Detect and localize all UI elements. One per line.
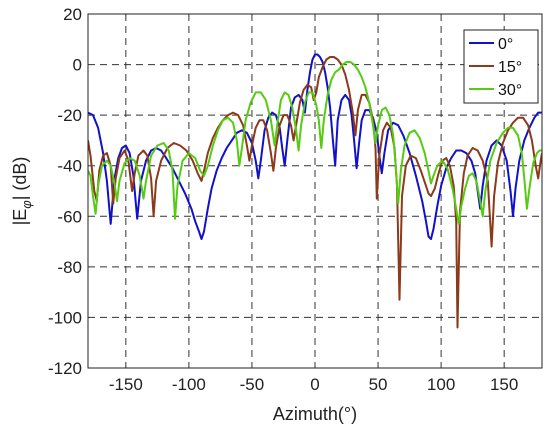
x-tick-label: 50	[369, 375, 388, 394]
legend-entry: 0°	[498, 36, 513, 53]
legend-entry: 15°	[498, 59, 522, 76]
legend: 0° 15° 30°	[463, 29, 539, 104]
y-axis-label-main: |E	[10, 209, 30, 226]
y-axis-tick-labels: 20 0 -20 -40 -60 -80 -100 -120	[48, 5, 82, 378]
y-tick-label: -80	[57, 258, 82, 277]
plot-area-border	[87, 13, 543, 369]
x-tick-label: -150	[109, 375, 143, 394]
y-tick-label: -20	[57, 106, 82, 125]
x-tick-label: -50	[240, 375, 265, 394]
legend-entry: 30°	[498, 82, 522, 99]
series-lines	[88, 53, 542, 329]
x-axis-tick-labels: -150 -100 -50 0 50 100 150	[109, 375, 519, 394]
y-tick-label: -100	[48, 308, 82, 327]
y-tick-label: 0	[73, 56, 82, 75]
series-line-2	[88, 61, 542, 225]
x-tick-label: 100	[427, 375, 455, 394]
y-tick-label: 20	[63, 5, 82, 24]
y-tick-label: -120	[48, 359, 82, 378]
y-axis-label-subscript: φ	[19, 200, 34, 209]
x-tick-label: -100	[172, 375, 206, 394]
y-tick-label: -40	[57, 157, 82, 176]
series-line-1	[88, 56, 542, 329]
x-tick-label: 150	[490, 375, 518, 394]
x-tick-label: 0	[310, 375, 319, 394]
y-tick-label: -60	[57, 207, 82, 226]
x-axis-label: Azimuth(°)	[273, 404, 357, 424]
y-axis-label: |Eφ| (dB)	[10, 157, 34, 226]
y-axis-label-end: | (dB)	[10, 157, 30, 201]
series-line-0	[88, 53, 542, 240]
